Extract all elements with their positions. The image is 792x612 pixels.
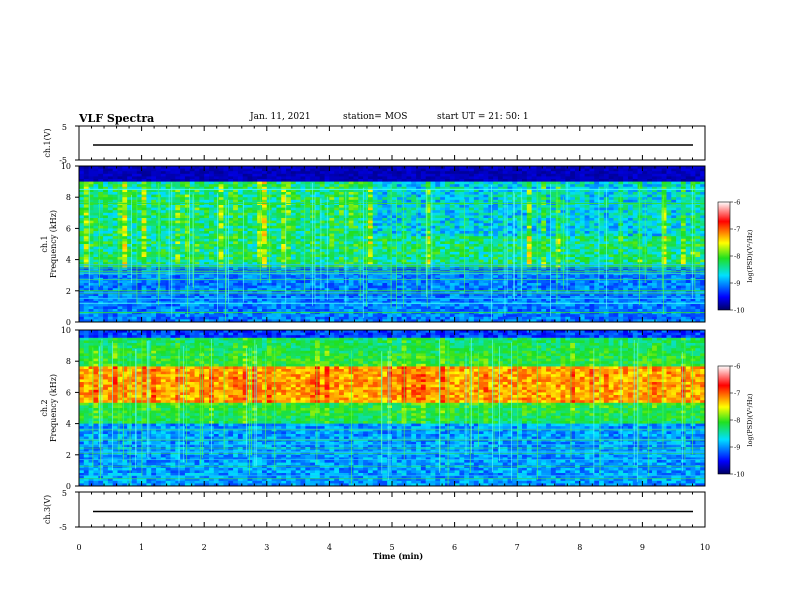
waveform-ch3-frame [78,491,706,528]
spectrogram-ch2-ytick-2: 2 [66,451,71,460]
waveform-ch3-ytick-top: 5 [62,489,67,498]
waveform-ch3-panel: 5 -5 ch.3(V) [43,489,706,532]
spectrogram-ch2-panel: 0 2 4 6 8 10 ch.2 Frequency (kHz) -6 -7 -8 -9 -10 log… [40,326,754,491]
spectrogram-ch2-ylabel: Frequency (kHz) [49,374,58,442]
spectrogram-ch2-colorbar-tick-m6: -6 [734,363,740,371]
x-tick-2: 2 [202,543,207,552]
spectrogram-ch1-ytick-6: 6 [66,224,71,233]
chart-title: VLF Spectra [79,112,155,125]
spectrogram-ch1-colorbar-tick-m9: -9 [734,280,740,288]
waveform-ch1-ylabel: ch.1(V) [43,128,52,157]
spectrogram-ch1-ytick-2: 2 [66,287,71,296]
x-axis: 0 1 2 3 4 5 6 7 8 9 10 Time (min) [76,543,710,561]
spectrogram-ch1-colorbar-tick-m6: -6 [734,199,740,207]
station-label: station= MOS [343,112,408,122]
spectrogram-ch1-colorbar: -6 -7 -8 -9 -10 log(PSD)(V²/Hz) [717,199,754,315]
waveform-ch1-frame [78,125,706,161]
spectrogram-ch1-channel-label: ch.1 [40,235,49,252]
spectrogram-ch1-panel: 0 2 4 6 8 10 ch.1 Frequency (kHz) -6 -7 -8 -9 -10 log… [40,162,754,327]
spectrogram-ch1-colorbar-tick-m10: -10 [734,307,744,315]
x-tick-4: 4 [327,543,332,552]
x-tick-5: 5 [389,543,394,552]
spectrogram-ch2-ytick-4: 4 [66,420,71,429]
start-time-label: start UT = 21: 50: 1 [437,112,529,122]
spectrogram-ch2-ytick-0: 0 [66,482,71,491]
x-tick-6: 6 [452,543,457,552]
spectrogram-ch2-colorbar-tick-m10: -10 [734,471,744,479]
spectrogram-ch1-colorbar-label: log(PSD)(V²/Hz) [746,229,754,282]
x-axis-label: Time (min) [373,551,423,561]
spectrogram-ch1-ytick-8: 8 [66,193,71,202]
spectrogram-ch2-image [78,330,706,487]
x-tick-8: 8 [577,543,582,552]
spectrogram-ch2-colorbar-label: log(PSD)(V²/Hz) [746,393,754,446]
spectrogram-ch1-ytick-0: 0 [66,318,71,327]
x-tick-7: 7 [515,543,520,552]
spectrogram-ch2-ytick-8: 8 [66,357,71,366]
spectrogram-ch1-ytick-4: 4 [66,256,71,265]
spectrogram-ch2-colorbar-tick-m7: -7 [734,390,740,398]
x-tick-0: 0 [76,543,81,552]
spectrogram-ch2-ytick-6: 6 [66,388,71,397]
date-label: Jan. 11, 2021 [250,112,311,122]
spectrogram-ch2-colorbar: -6 -7 -8 -9 -10 log(PSD)(V²/Hz) [717,363,754,479]
waveform-ch1-panel: 5 -5 ch.1(V) [43,123,706,165]
spectrogram-ch2-colorbar-tick-m9: -9 [734,444,740,452]
spectrogram-ch1-colorbar-tick-m7: -7 [734,226,740,234]
spectrogram-ch2-colorbar-tick-m8: -8 [734,417,740,425]
waveform-ch1-ytick-bottom: -5 [59,156,67,165]
waveform-ch1-ytick-top: 5 [62,123,67,132]
spectrogram-ch2-channel-label: ch.2 [40,399,49,416]
x-tick-9: 9 [640,543,645,552]
x-tick-3: 3 [264,543,269,552]
spectrogram-ch1-colorbar-tick-m8: -8 [734,253,740,261]
spectrogram-ch2-ytick-10: 10 [61,326,71,335]
x-tick-1: 1 [139,543,144,552]
spectrogram-ch1-ylabel: Frequency (kHz) [49,210,58,278]
x-tick-10: 10 [700,543,710,552]
waveform-ch3-ytick-bottom: -5 [59,523,67,532]
spectrogram-ch1-image [79,166,706,323]
spectrogram-ch1-ytick-10: 10 [61,162,71,171]
waveform-ch3-ylabel: ch.3(V) [43,495,52,524]
